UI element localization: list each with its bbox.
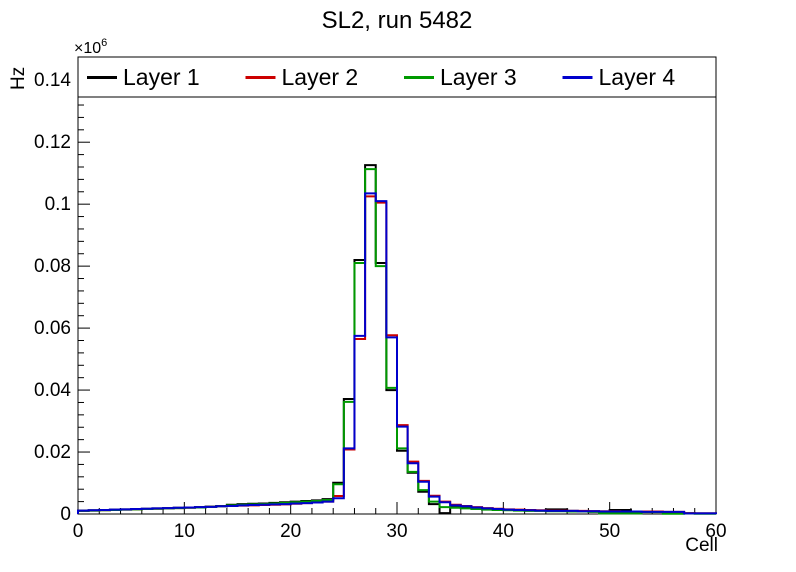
chart-title: SL2, run 5482	[322, 7, 473, 34]
y-tick-label: 0.02	[34, 442, 71, 463]
y-axis-exponent-power: 6	[101, 37, 107, 49]
x-axis-title: Cell	[685, 535, 718, 556]
x-tick-label: 20	[280, 521, 301, 542]
histogram-series	[77, 164, 717, 515]
legend-entry-layer-3: Layer 3	[404, 64, 517, 90]
legend-label: Layer 3	[440, 64, 517, 90]
x-tick-label: 10	[174, 521, 195, 542]
legend-entry-layer-2: Layer 2	[245, 64, 359, 90]
axis-tick-labels: 0 10 20 30 40 50 60 0 0.02 0.04 0.06 0.08 0.1 0.12 0.1…	[34, 70, 727, 542]
y-axis-title: Hz	[8, 67, 29, 90]
x-tick-label: 30	[386, 521, 407, 542]
y-tick-label: 0.14	[34, 70, 71, 91]
legend-label: Layer 4	[599, 64, 676, 90]
legend: Layer 1 Layer 2 Layer 3 Layer 4	[77, 56, 717, 98]
x-tick-label: 50	[599, 521, 620, 542]
legend-label: Layer 2	[282, 64, 359, 90]
y-tick-label: 0.06	[34, 318, 71, 339]
y-tick-label: 0.08	[34, 256, 71, 277]
y-axis-exponent-base: ×10	[74, 40, 101, 57]
legend-entry-layer-4: Layer 4	[562, 64, 676, 90]
series-layer-4	[77, 192, 717, 515]
y-tick-label: 0	[60, 504, 71, 525]
x-tick-label: 0	[73, 521, 84, 542]
x-tick-label: 40	[493, 521, 514, 542]
y-tick-label: 0.1	[45, 194, 71, 215]
x-tick-label: 60	[705, 521, 726, 542]
legend-entry-layer-1: Layer 1	[87, 64, 200, 90]
y-tick-label: 0.04	[34, 380, 71, 401]
legend-box	[77, 56, 717, 98]
y-axis-exponent: ×106	[74, 37, 107, 57]
legend-label: Layer 1	[123, 64, 200, 90]
y-tick-label: 0.12	[34, 132, 71, 153]
